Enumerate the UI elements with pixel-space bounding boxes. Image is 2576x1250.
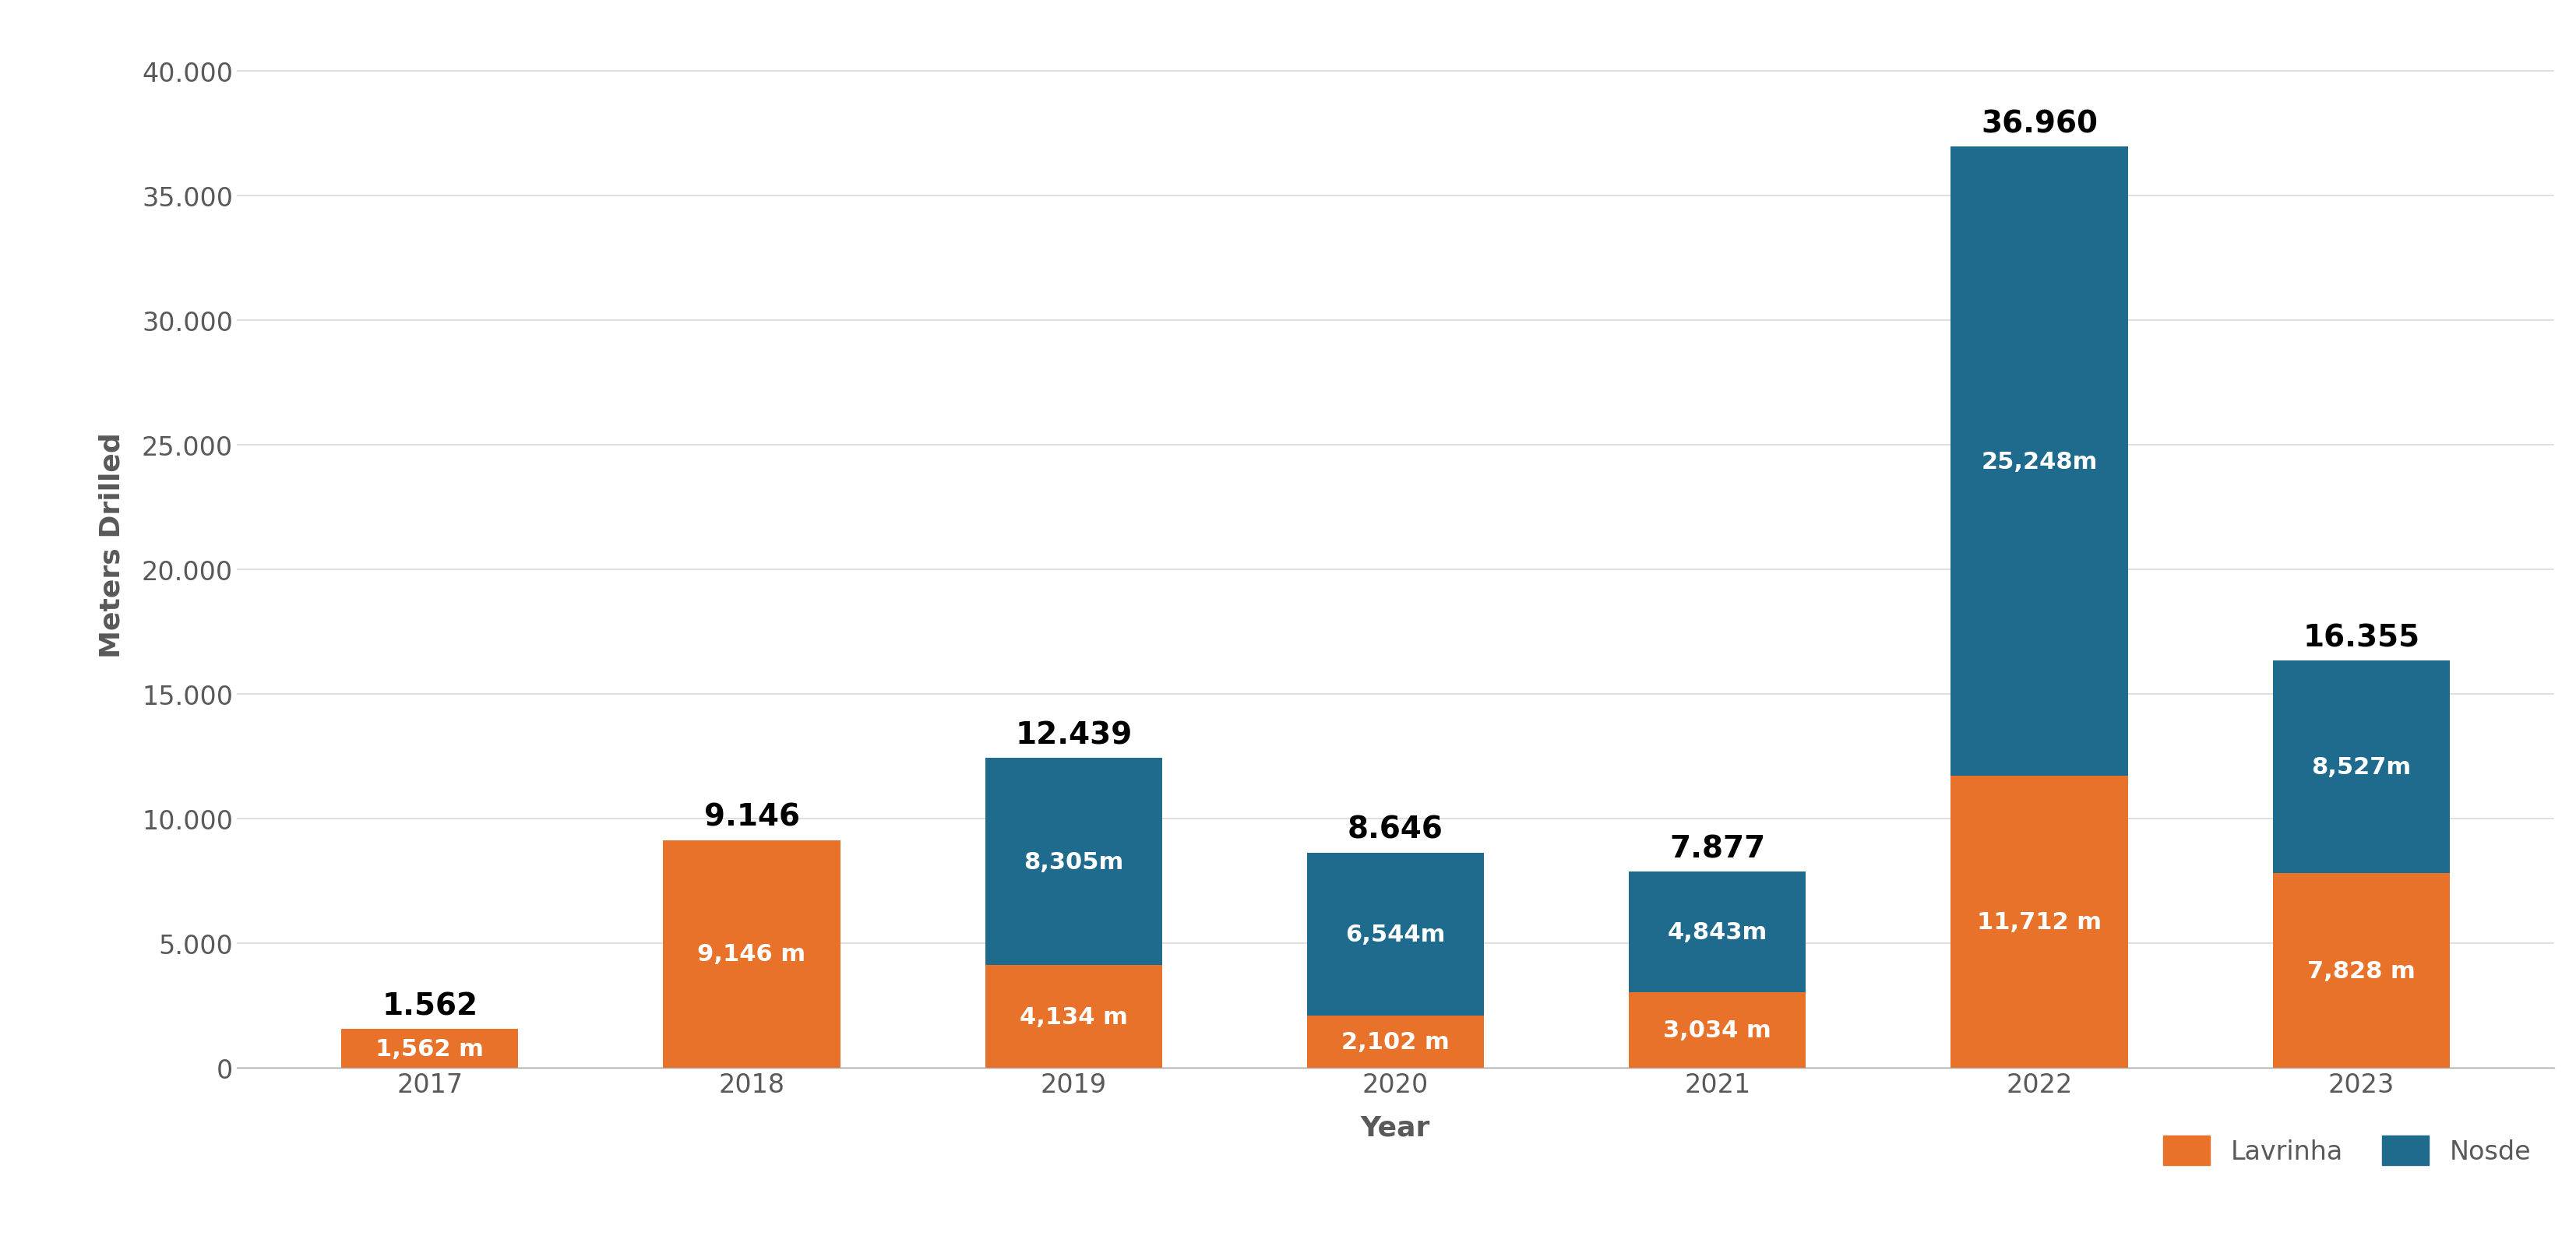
- Text: 2,102 m: 2,102 m: [1342, 1031, 1450, 1054]
- Bar: [340, 1029, 518, 1069]
- X-axis label: Year: Year: [1360, 1114, 1430, 1140]
- Bar: [1950, 147, 2128, 776]
- Text: 36.960: 36.960: [1981, 109, 2097, 139]
- Text: 4,134 m: 4,134 m: [1020, 1005, 1128, 1028]
- Text: 4,843m: 4,843m: [1667, 921, 1767, 944]
- Bar: [984, 759, 1162, 965]
- Text: 6,544m: 6,544m: [1345, 922, 1445, 945]
- Text: 16.355: 16.355: [2303, 622, 2419, 652]
- Text: 9.146: 9.146: [703, 802, 799, 832]
- Bar: [1306, 853, 1484, 1016]
- Bar: [1950, 776, 2128, 1069]
- Y-axis label: Meters Drilled: Meters Drilled: [98, 432, 126, 658]
- Bar: [662, 840, 840, 1069]
- Text: 7.877: 7.877: [1669, 834, 1765, 864]
- Text: 8,305m: 8,305m: [1023, 850, 1123, 872]
- Text: 12.439: 12.439: [1015, 720, 1131, 750]
- Text: 11,712 m: 11,712 m: [1976, 911, 2102, 934]
- Bar: [1306, 1016, 1484, 1069]
- Legend: Lavrinha, Nosde: Lavrinha, Nosde: [2154, 1125, 2543, 1175]
- Text: 8.646: 8.646: [1347, 815, 1443, 844]
- Text: 1.562: 1.562: [381, 991, 477, 1021]
- Text: 9,146 m: 9,146 m: [698, 942, 806, 965]
- Bar: [1628, 993, 1806, 1069]
- Text: 1,562 m: 1,562 m: [376, 1037, 484, 1060]
- Text: 8,527m: 8,527m: [2311, 755, 2411, 779]
- Text: 25,248m: 25,248m: [1981, 450, 2097, 472]
- Bar: [2272, 661, 2450, 872]
- Text: 3,034 m: 3,034 m: [1664, 1019, 1772, 1041]
- Text: 7,828 m: 7,828 m: [2308, 959, 2416, 983]
- Bar: [984, 965, 1162, 1069]
- Bar: [2272, 872, 2450, 1069]
- Bar: [1628, 872, 1806, 993]
